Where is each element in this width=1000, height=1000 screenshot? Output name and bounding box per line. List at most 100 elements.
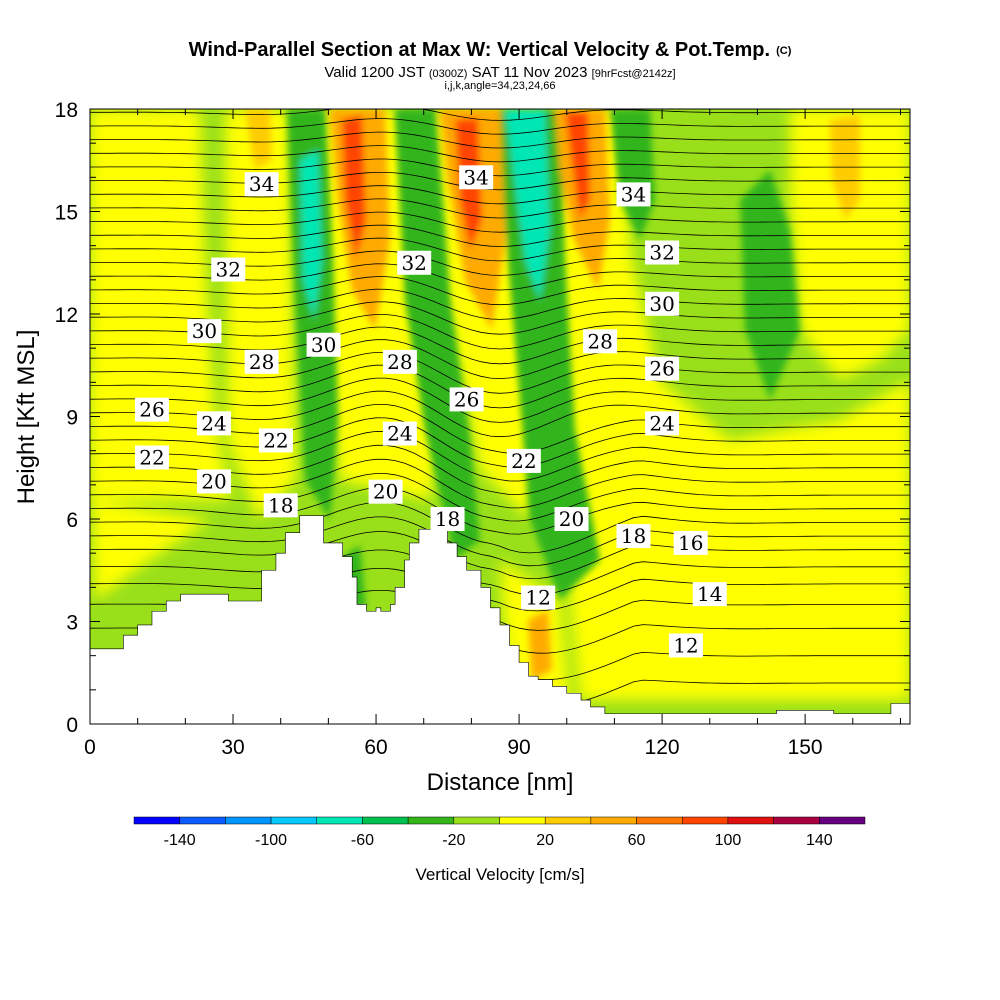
contour-label-20: 22 bbox=[506, 448, 541, 473]
core-descent-green-2 bbox=[395, 109, 480, 560]
x-tick-label-60: 60 bbox=[364, 736, 387, 759]
svg-text:24: 24 bbox=[387, 422, 412, 446]
svg-text:34: 34 bbox=[463, 165, 488, 189]
contour-line-33 bbox=[90, 171, 910, 191]
contour-label-2: 34 bbox=[616, 182, 651, 207]
y-axis: 0 3 6 9 12 15 18 bbox=[55, 99, 910, 737]
x-tick-label-90: 90 bbox=[507, 736, 530, 759]
contour-line-32 bbox=[90, 185, 910, 205]
contour-label-12: 26 bbox=[134, 397, 169, 422]
svg-text:26: 26 bbox=[139, 398, 164, 422]
colorbar-label-60: 60 bbox=[628, 832, 646, 849]
svg-text:30: 30 bbox=[311, 333, 336, 357]
contour-line-34 bbox=[90, 158, 910, 177]
y-tick-label-6: 6 bbox=[66, 509, 78, 532]
svg-text:18: 18 bbox=[268, 493, 293, 517]
contour-label-30: 12 bbox=[668, 633, 703, 658]
colorbar-label-20: 20 bbox=[536, 832, 554, 849]
contour-label-15: 24 bbox=[196, 411, 231, 436]
contour-label-23: 20 bbox=[554, 507, 589, 531]
core-descent-green-right bbox=[740, 170, 800, 400]
colorbar-bin-6 bbox=[407, 816, 455, 825]
contour-label-29: 12 bbox=[521, 585, 556, 610]
colorbar-bin-0 bbox=[133, 816, 180, 825]
svg-text:22: 22 bbox=[139, 446, 164, 470]
colorbar-label--20: -20 bbox=[442, 832, 465, 849]
contour-label-16: 24 bbox=[382, 421, 417, 446]
region-yellow-mid-left bbox=[225, 109, 296, 520]
colorbar-bin-15 bbox=[819, 816, 866, 825]
colorbar-bin-7 bbox=[453, 816, 500, 825]
contour-label-24: 18 bbox=[263, 493, 298, 518]
svg-text:32: 32 bbox=[216, 258, 241, 282]
colorbar-bin-11 bbox=[636, 816, 683, 825]
contour-line-37 bbox=[90, 118, 910, 135]
svg-text:26: 26 bbox=[454, 387, 479, 411]
contour-line-23 bbox=[90, 301, 910, 335]
y-tick-label-9: 9 bbox=[66, 407, 78, 430]
chart-subtitle: Valid 1200 JST (0300Z) SAT 11 Nov 2023 [… bbox=[324, 64, 675, 81]
contour-label-19: 22 bbox=[258, 428, 293, 453]
contour-label-5: 32 bbox=[645, 240, 680, 265]
colorbar-bin-3 bbox=[270, 816, 317, 825]
core-ascent-orange-top bbox=[245, 109, 272, 170]
svg-text:28: 28 bbox=[387, 350, 412, 374]
colorbar-label--140: -140 bbox=[164, 832, 196, 849]
x-tick-label-0: 0 bbox=[84, 736, 96, 759]
svg-text:12: 12 bbox=[673, 633, 698, 657]
svg-text:34: 34 bbox=[249, 172, 274, 196]
contour-line-17 bbox=[90, 377, 910, 423]
svg-text:34: 34 bbox=[621, 182, 646, 206]
colorbar: -140 -100 -60 -20 20 60 100 140 bbox=[133, 816, 866, 849]
region-yellow-far-right bbox=[790, 109, 910, 380]
svg-text:20: 20 bbox=[201, 469, 226, 493]
svg-text:24: 24 bbox=[201, 411, 226, 435]
contour-label-10: 28 bbox=[382, 349, 417, 374]
y-tick-label-0: 0 bbox=[66, 714, 78, 737]
y-tick-label-12: 12 bbox=[55, 304, 78, 327]
contour-line-10 bbox=[90, 473, 910, 522]
svg-text:22: 22 bbox=[511, 449, 536, 473]
colorbar-bin-10 bbox=[590, 816, 637, 825]
colorbar-bin-2 bbox=[225, 816, 272, 825]
contour-line-8 bbox=[90, 501, 910, 554]
contour-line-35 bbox=[90, 145, 910, 163]
contour-line-25 bbox=[90, 276, 910, 306]
svg-text:28: 28 bbox=[587, 329, 612, 353]
svg-text:30: 30 bbox=[192, 319, 217, 343]
svg-text:20: 20 bbox=[373, 480, 398, 504]
contour-line-6 bbox=[90, 531, 910, 580]
contour-line-22 bbox=[90, 314, 910, 350]
pot-temp-labels: 34 34 34 32 32 32 30 30 30 28 28 28 26 26 26 24 24 24 22 22… bbox=[134, 165, 727, 658]
colorbar-bin-14 bbox=[773, 816, 820, 825]
plot-area bbox=[90, 109, 910, 724]
svg-text:32: 32 bbox=[401, 251, 426, 275]
svg-text:14: 14 bbox=[697, 582, 722, 606]
colorbar-bin-12 bbox=[682, 816, 729, 825]
contour-label-8: 30 bbox=[645, 291, 680, 316]
contour-line-31 bbox=[90, 198, 910, 219]
core-descent-cyan-3 bbox=[505, 110, 550, 300]
contour-label-14: 26 bbox=[645, 356, 680, 381]
contour-label-6: 30 bbox=[187, 319, 222, 344]
x-axis: 0 30 60 90 120 150 bbox=[84, 109, 901, 759]
contour-line-13 bbox=[90, 430, 910, 482]
svg-text:12: 12 bbox=[525, 586, 550, 610]
contour-line-29 bbox=[90, 224, 910, 247]
svg-text:18: 18 bbox=[621, 524, 646, 548]
contour-label-0: 34 bbox=[244, 172, 279, 197]
terrain bbox=[90, 515, 910, 724]
colorbar-label--100: -100 bbox=[255, 832, 287, 849]
contour-line-7 bbox=[90, 516, 910, 567]
y-tick-label-18: 18 bbox=[55, 99, 78, 122]
contour-label-11: 28 bbox=[583, 329, 618, 354]
y-axis-label: Height [Kft MSL] bbox=[13, 330, 40, 505]
colorbar-bin-9 bbox=[544, 816, 592, 825]
contour-label-1: 34 bbox=[459, 165, 494, 190]
svg-text:22: 22 bbox=[263, 428, 288, 452]
svg-text:24: 24 bbox=[649, 411, 674, 435]
contour-label-26: 18 bbox=[616, 524, 651, 549]
chart-title: Wind-Parallel Section at Max W: Vertical… bbox=[189, 39, 792, 61]
contour-label-4: 32 bbox=[397, 250, 432, 275]
x-tick-label-120: 120 bbox=[645, 736, 680, 759]
